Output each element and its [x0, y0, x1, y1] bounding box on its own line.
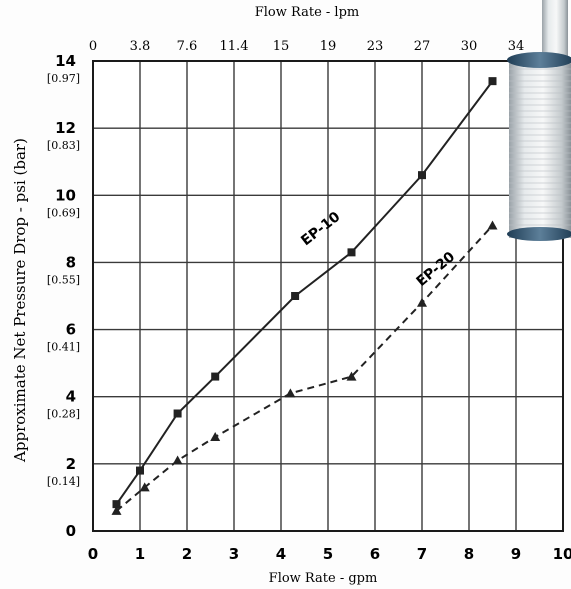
- y-tick-label: 8: [66, 253, 76, 271]
- plot-frame: [92, 60, 564, 532]
- data-point-ep-10: [418, 171, 426, 180]
- y-tick-label: 10: [55, 186, 76, 204]
- x-tick-label: 6: [370, 545, 380, 563]
- data-point-ep-20: [172, 455, 183, 465]
- x-tick-label: 5: [323, 545, 333, 563]
- data-point-ep-10: [211, 372, 220, 381]
- x2-tick-label: 34: [508, 39, 525, 54]
- data-point-ep-20: [210, 432, 221, 441]
- tick-layer: 0 1 2 3 4 5 6 7 8 9 100 3.8 7.6 11.4 15 19 23 27 30 3402468…: [47, 39, 571, 563]
- x2-tick-label: 0: [89, 39, 97, 54]
- data-point-ep-10: [173, 409, 182, 418]
- y-tick-label: 2: [66, 455, 76, 473]
- x-tick-label: 3: [229, 545, 239, 563]
- y-axis-title: Approximate Net Pressure Drop - psi (bar…: [11, 138, 29, 463]
- x-tick-label: 0: [88, 545, 98, 563]
- x-tick-label: 7: [417, 545, 427, 563]
- series-line-ep-10: [115, 80, 494, 505]
- y-tick-label: 0: [66, 522, 76, 540]
- x-tick-label: 4: [276, 545, 286, 563]
- plot-area: [92, 60, 564, 532]
- x2-tick-label: 30: [461, 39, 478, 54]
- x2-tick-label: 7.6: [177, 39, 198, 54]
- x-tick-label: 2: [182, 545, 192, 563]
- data-point-ep-20: [346, 371, 357, 381]
- data-point-ep-10: [112, 500, 121, 509]
- x-tick-label: 8: [464, 545, 474, 563]
- y-tick-label: 4: [66, 388, 76, 406]
- y-bar-tick-label: [0.55]: [47, 273, 80, 286]
- data-point-ep-20: [285, 388, 296, 398]
- x2-tick-label: 23: [367, 39, 384, 54]
- y-bar-tick-label: [0.83]: [47, 139, 80, 152]
- x2-tick-label: 19: [320, 39, 337, 54]
- x2-tick-label: 3.8: [130, 39, 151, 54]
- y-bar-tick-label: [0.41]: [47, 341, 80, 354]
- y-bar-tick-label: [0.97]: [47, 72, 80, 85]
- data-point-ep-20: [139, 482, 150, 492]
- x2-tick-label: 27: [414, 39, 431, 54]
- y-tick-label: 6: [66, 321, 76, 339]
- x2-tick-label: 15: [273, 39, 290, 54]
- x2-axis-title: Flow Rate - lpm: [255, 5, 359, 20]
- y-tick-label: 12: [55, 119, 76, 137]
- filter-cartridge-image: [507, 0, 571, 241]
- data-point-ep-20: [111, 505, 122, 515]
- x2-tick-label: 11.4: [220, 39, 249, 54]
- x-tick-label: 10: [553, 545, 571, 563]
- x-axis-title: Flow Rate - gpm: [269, 571, 378, 586]
- x-tick-label: 9: [511, 545, 521, 563]
- x-tick-label: 1: [135, 545, 145, 563]
- y-bar-tick-label: [0.14]: [47, 475, 80, 488]
- data-point-ep-20: [417, 297, 427, 307]
- y-tick-label: 14: [55, 52, 76, 70]
- data-point-ep-10: [291, 292, 300, 300]
- data-point-ep-10: [136, 466, 144, 475]
- y-bar-tick-label: [0.28]: [47, 408, 80, 421]
- data-point-ep-10: [347, 248, 356, 257]
- data-point-ep-10: [488, 77, 497, 86]
- y-bar-tick-label: [0.69]: [47, 206, 80, 219]
- data-point-ep-20: [487, 220, 498, 230]
